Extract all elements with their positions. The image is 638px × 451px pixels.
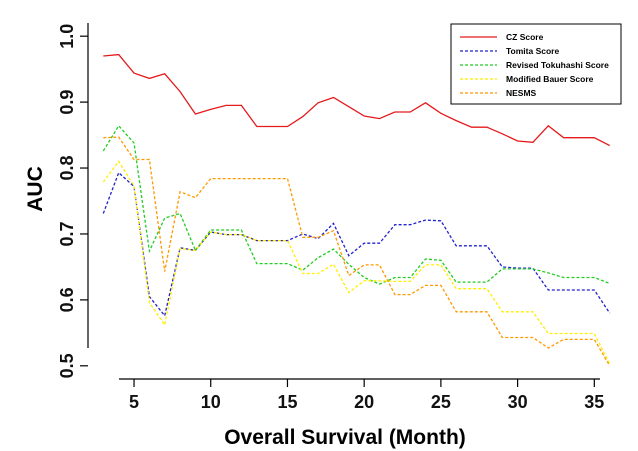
x-tick-label: 10: [201, 392, 221, 412]
y-tick-label: 0.7: [57, 221, 77, 246]
y-ticks: 0.5 0.6 0.7 0.8 0.9 1.0: [57, 24, 88, 378]
x-tick-label: 25: [431, 392, 451, 412]
y-tick-label: 0.5: [57, 353, 77, 378]
legend-label: Revised Tokuhashi Score: [506, 60, 609, 70]
x-tick-label: 20: [354, 392, 374, 412]
x-ticks: 5 10 15 20 25 30 35: [129, 379, 604, 412]
axes: [87, 23, 600, 380]
series-line-tomita-score: [102, 171, 611, 318]
x-axis-title: Overall Survival (Month): [224, 426, 466, 449]
series-line-revised-tokuhashi-score: [102, 124, 610, 285]
y-tick-label: 0.9: [57, 90, 77, 115]
x-tick-label: 30: [508, 392, 528, 412]
legend-items: CZ Score Tomita Score Revised Tokuhashi Sc…: [460, 32, 609, 98]
x-tick-label: 15: [277, 392, 297, 412]
legend-label: CZ Score: [506, 32, 544, 42]
series-line-cz-score: [103, 53, 610, 147]
series-line-nesms: [103, 136, 611, 367]
series-lines: [102, 53, 611, 367]
legend: CZ Score Tomita Score Revised Tokuhashi Sc…: [450, 23, 622, 105]
y-tick-label: 1.0: [57, 24, 77, 49]
series-line-modified-bauer-score: [102, 160, 611, 365]
legend-label: Tomita Score: [506, 46, 559, 56]
x-tick-label: 35: [584, 392, 604, 412]
legend-label: Modified Bauer Score: [506, 74, 594, 84]
legend-box: [450, 23, 622, 105]
legend-label: NESMS: [506, 88, 537, 98]
y-tick-label: 0.8: [57, 156, 77, 181]
y-axis-title: AUC: [24, 166, 47, 212]
x-tick-label: 5: [129, 392, 139, 412]
y-tick-label: 0.6: [57, 287, 77, 312]
